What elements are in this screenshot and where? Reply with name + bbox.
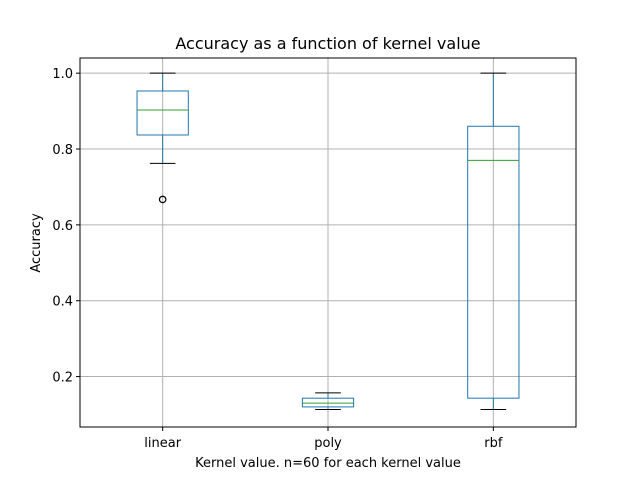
chart-title: Accuracy as a function of kernel value [175, 34, 480, 53]
box-rbf [467, 72, 520, 411]
outlier-point [158, 195, 167, 204]
x-tick-label: poly [314, 436, 342, 451]
iqr-box [136, 90, 189, 136]
x-tick-label: linear [144, 436, 181, 451]
x-tick-label: rbf [484, 436, 503, 451]
x-axis-label: Kernel value. n=60 for each kernel value [195, 456, 461, 471]
y-tick-label: 1.0 [52, 67, 73, 82]
box-linear [136, 72, 189, 204]
box-poly [301, 392, 355, 411]
iqr-box [301, 397, 355, 408]
y-tick-label: 0.8 [52, 143, 73, 158]
y-axis: 0.2 0.4 0.6 0.8 1.0 [52, 67, 80, 386]
x-axis: linear poly rbf [144, 427, 503, 451]
y-tick-label: 0.2 [52, 371, 73, 386]
y-axis-label: Accuracy [29, 213, 44, 273]
grid-layer [80, 58, 576, 427]
y-tick-label: 0.4 [52, 295, 73, 310]
box-layer [136, 72, 520, 411]
iqr-box [467, 125, 520, 399]
y-tick-label: 0.6 [52, 219, 73, 234]
